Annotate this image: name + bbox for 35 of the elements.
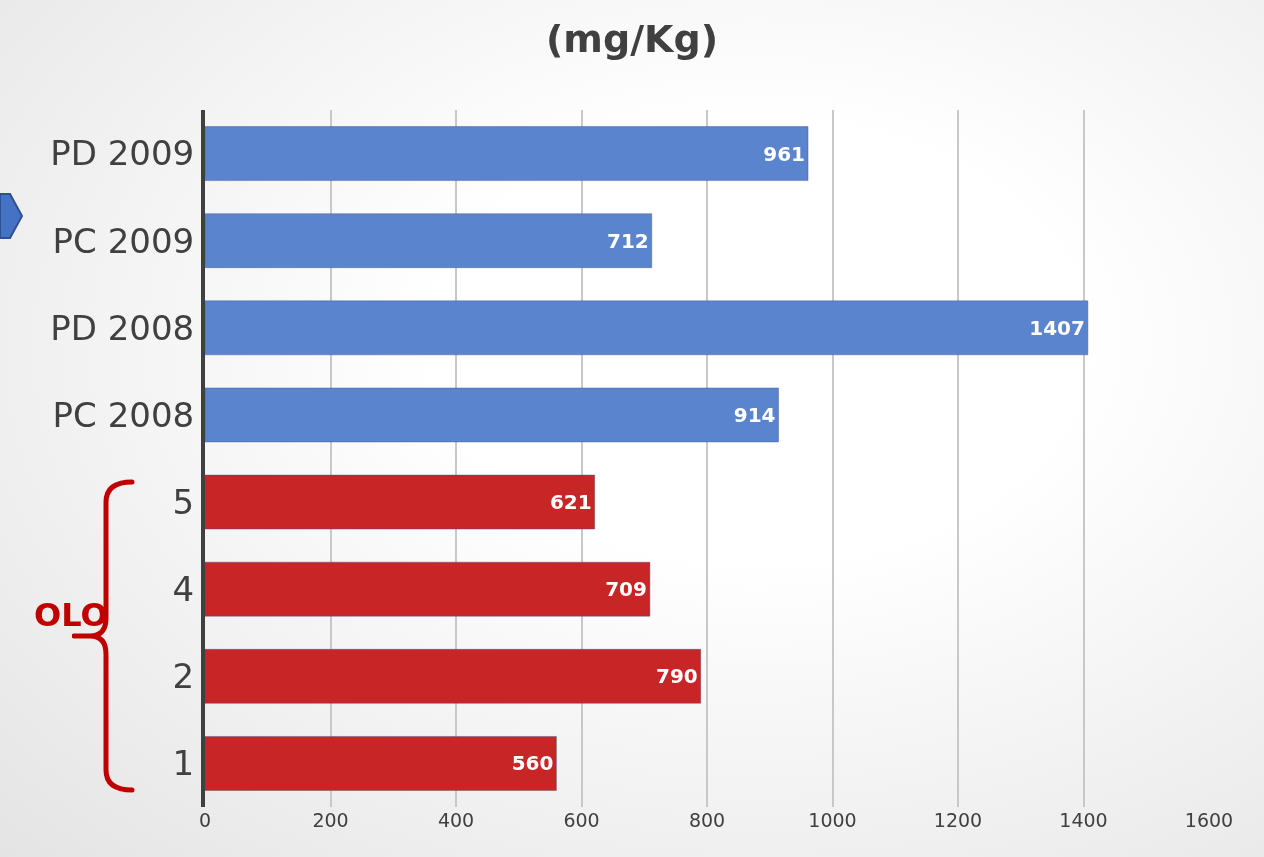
x-tick-label: 1000 [808,809,857,831]
x-tick-label: 200 [312,809,349,831]
y-tick-label: PC 2008 [52,394,195,435]
y-tick-label: 1 [172,743,195,784]
x-tick-label: 600 [563,809,600,831]
data-label: 914 [733,402,776,427]
y-tick-label: PD 2008 [50,307,195,348]
bar [205,126,809,182]
x-tick-label: 1600 [1184,809,1234,831]
x-tick-label: 1200 [933,809,983,831]
data-label: 709 [605,577,647,602]
data-label: 790 [655,664,698,689]
text: OLO [34,596,108,634]
x-tick-label: 400 [437,809,475,831]
bar [205,474,596,530]
y-tick-label: 2 [172,656,195,697]
data-label: 560 [511,751,554,776]
data-label: 712 [607,228,649,253]
y-tick-label: 5 [172,481,195,522]
bar [205,648,702,704]
data-label: 621 [549,490,592,515]
x-tick-label: 800 [688,809,726,831]
bar [205,300,1089,356]
data-label: 1407 [1029,315,1085,340]
data-label: 961 [763,141,806,166]
y-tick-label: PC 2009 [52,220,195,261]
y-tick-label: 4 [172,569,195,610]
bar [205,213,653,269]
x-tick-label: 0 [198,809,212,831]
bar [205,735,557,791]
chart-title: (mg/Kg) [545,17,719,62]
bar [205,561,651,617]
bar [205,387,780,443]
y-tick-label: PD 2009 [50,133,195,174]
x-tick-label: 1400 [1059,809,1108,831]
